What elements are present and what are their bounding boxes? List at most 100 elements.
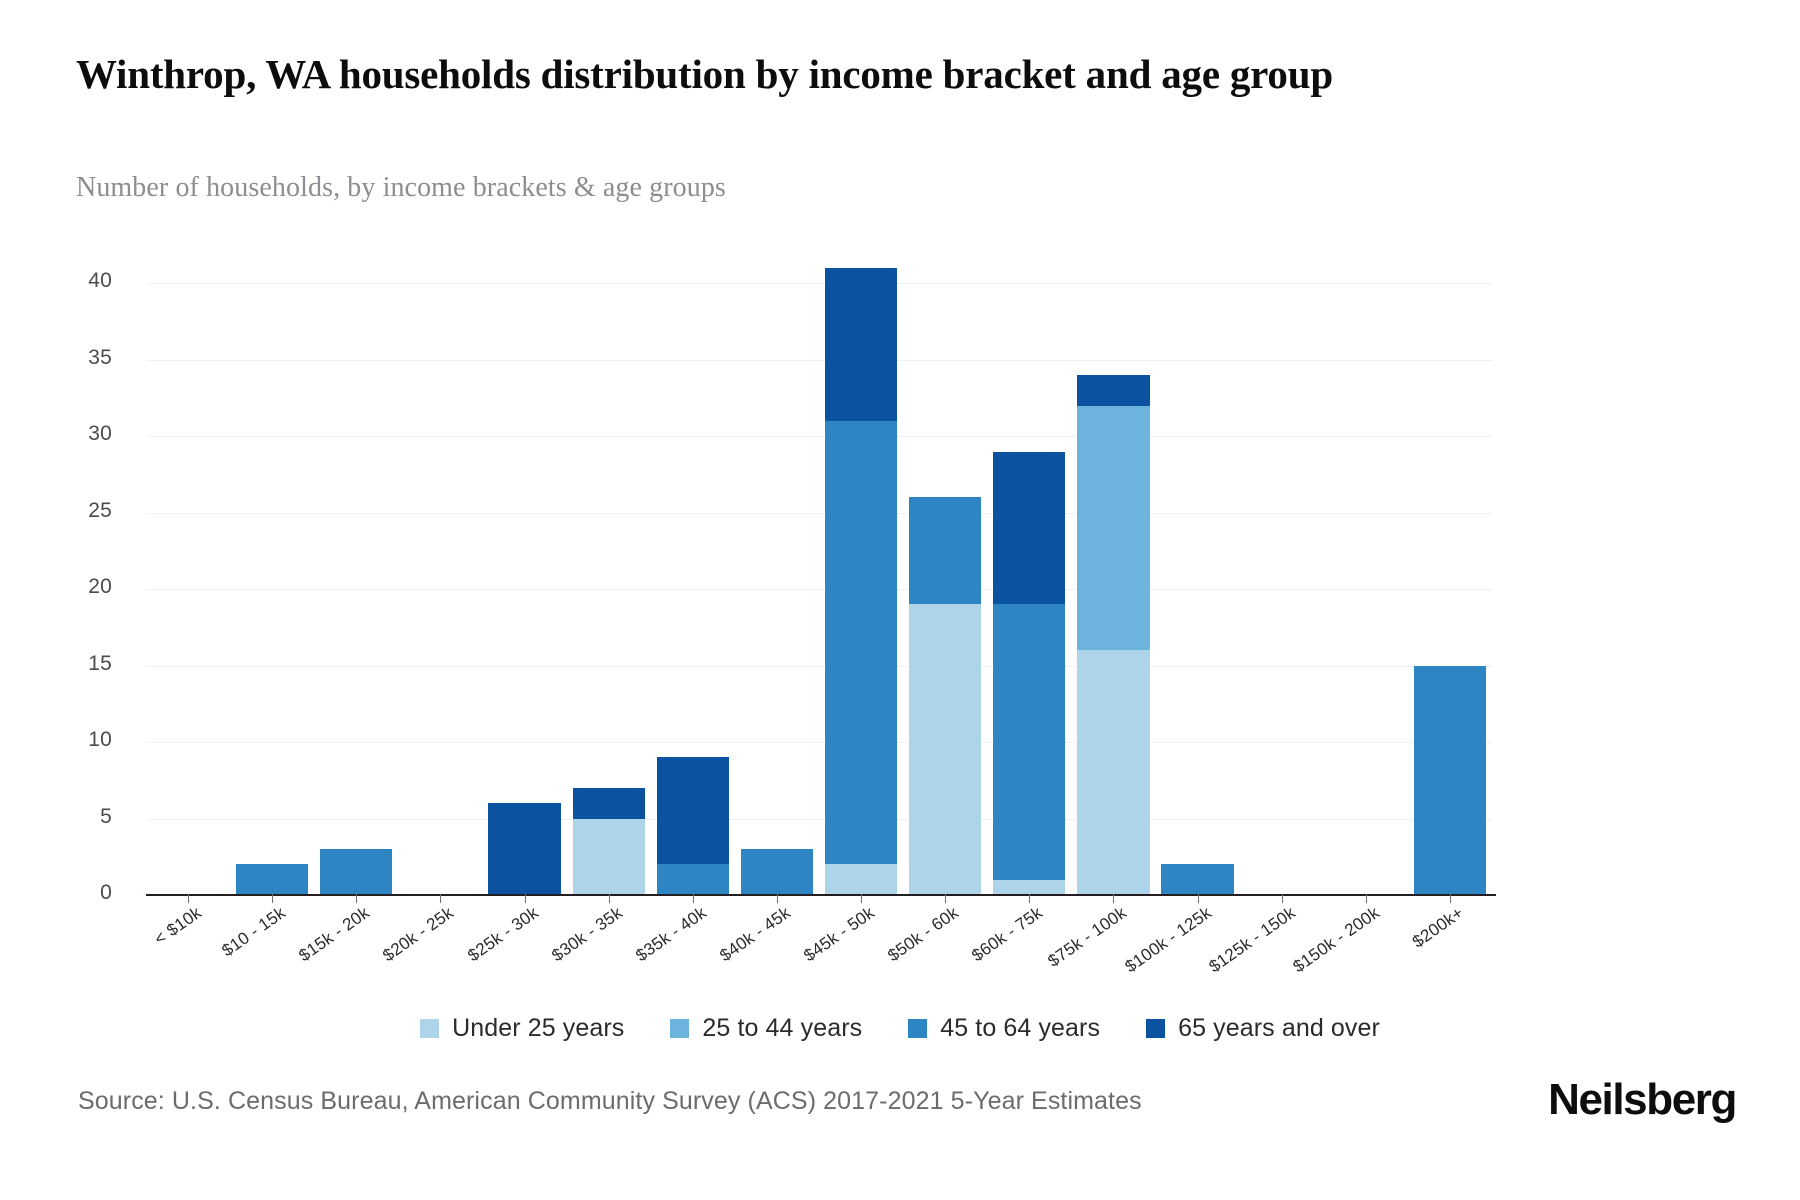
bar-group[interactable] <box>1413 268 1487 895</box>
x-axis-tick-label-text: $40k - 45k <box>716 903 794 966</box>
x-axis-line <box>146 894 1496 896</box>
y-axis-tick-label: 40 <box>88 269 112 293</box>
bar-segment[interactable] <box>993 604 1066 880</box>
plot-area <box>146 268 1492 895</box>
x-axis-tick <box>1113 894 1115 903</box>
bar-segment[interactable] <box>236 864 309 895</box>
x-axis-tick-label-text: $10 - 15k <box>218 903 290 961</box>
x-axis-tick-label-text: $60k - 75k <box>968 903 1047 966</box>
x-axis-tick <box>1449 894 1451 903</box>
bar-group[interactable] <box>488 268 561 895</box>
x-axis-tick <box>776 894 778 903</box>
gridline <box>146 436 1492 438</box>
y-axis-tick-label: 20 <box>88 575 112 599</box>
bar-segment[interactable] <box>824 420 898 865</box>
legend-swatch-icon <box>670 1019 690 1038</box>
bar-segment[interactable] <box>656 864 729 895</box>
legend-item[interactable]: 25 to 44 years <box>670 1014 862 1043</box>
bar-group[interactable] <box>909 268 982 895</box>
x-axis-tick <box>188 894 190 903</box>
bar-segment[interactable] <box>572 818 645 895</box>
y-axis-tick-label: 5 <box>100 804 112 828</box>
x-axis-tick <box>1029 894 1031 903</box>
x-axis-tick <box>1365 894 1367 903</box>
x-axis-tick-label-text: $25k - 30k <box>463 903 542 966</box>
bar-group[interactable] <box>152 268 224 895</box>
gridline <box>146 818 1492 820</box>
bar-group[interactable] <box>320 268 393 895</box>
x-axis-tick <box>608 894 610 903</box>
bar-segment[interactable] <box>572 787 645 819</box>
y-axis-tick-label: 0 <box>100 881 112 904</box>
gridline <box>146 283 1492 285</box>
legend-item[interactable]: Under 25 years <box>420 1014 624 1043</box>
bar-segment[interactable] <box>1413 665 1487 895</box>
x-axis-tick <box>272 894 274 903</box>
x-axis-tick-label-text: $35k - 40k <box>632 903 710 966</box>
chart-subtitle: Number of households, by income brackets… <box>76 172 726 203</box>
x-axis-tick <box>440 894 442 903</box>
y-axis-tick-label: 35 <box>88 345 112 369</box>
bar-group[interactable] <box>740 268 814 895</box>
bar-segment[interactable] <box>320 849 393 895</box>
legend-label: 45 to 64 years <box>940 1014 1101 1042</box>
bar-group[interactable] <box>824 268 898 895</box>
legend-swatch-icon <box>908 1019 928 1038</box>
bar-group[interactable] <box>1330 268 1402 895</box>
y-axis-tick-label: 15 <box>88 651 112 675</box>
x-axis-tick-label-text: $30k - 35k <box>548 903 626 966</box>
x-axis-tick <box>356 894 358 903</box>
bar-segment[interactable] <box>909 497 982 605</box>
bar-segment[interactable] <box>1077 405 1150 651</box>
bar-group[interactable] <box>1077 268 1150 895</box>
bar-group[interactable] <box>236 268 309 895</box>
bar-group[interactable] <box>1246 268 1318 895</box>
x-axis-tick-label-text: $20k - 25k <box>379 903 458 966</box>
bar-segment[interactable] <box>909 604 982 895</box>
source-note: Source: U.S. Census Bureau, American Com… <box>78 1087 1142 1115</box>
legend-swatch-icon <box>1146 1019 1166 1038</box>
x-axis-tick-label-text: $50k - 60k <box>884 903 963 966</box>
legend-label: 65 years and over <box>1178 1014 1380 1042</box>
x-axis-tick-label-text: $45k - 50k <box>800 903 878 966</box>
x-axis-tick <box>524 894 526 903</box>
y-axis-tick-label: 10 <box>88 728 112 752</box>
brand-logo: Neilsberg <box>1548 1075 1737 1124</box>
legend-label: Under 25 years <box>452 1014 625 1042</box>
gridline <box>146 665 1492 667</box>
bar-segment[interactable] <box>656 757 729 865</box>
bar-segment[interactable] <box>993 451 1066 605</box>
bar-segment[interactable] <box>1077 375 1150 406</box>
bar-group[interactable] <box>993 268 1066 895</box>
legend-label: 25 to 44 years <box>702 1014 863 1042</box>
bar-segment[interactable] <box>824 864 898 895</box>
bar-segment[interactable] <box>488 803 561 895</box>
bar-segment[interactable] <box>993 879 1066 895</box>
bar-group[interactable] <box>656 268 729 895</box>
chart-legend: Under 25 years 25 to 44 years 45 to 64 yea… <box>0 1014 1800 1043</box>
gridline <box>146 589 1492 591</box>
x-axis-tick-label-text: $15k - 20k <box>295 903 374 966</box>
x-axis-tick <box>945 894 947 903</box>
x-axis-tick-label-text: $200k+ <box>1408 903 1467 952</box>
bar-group[interactable] <box>572 268 645 895</box>
bar-group[interactable] <box>1161 268 1234 895</box>
page-title: Winthrop, WA households distribution by … <box>76 51 1333 97</box>
legend-item[interactable]: 45 to 64 years <box>908 1014 1100 1043</box>
x-axis-tick <box>1281 894 1283 903</box>
x-axis-tick <box>1197 894 1199 903</box>
x-axis-tick-label-text: < $10k <box>150 903 205 949</box>
y-axis-tick-label: 25 <box>88 498 112 522</box>
bar-segment[interactable] <box>740 849 814 895</box>
bar-segment[interactable] <box>1161 864 1234 895</box>
legend-item[interactable]: 65 years and over <box>1146 1014 1380 1043</box>
x-axis-tick-label-text: $75k - 100k <box>1044 903 1131 971</box>
bar-group[interactable] <box>404 268 476 895</box>
bar-segment[interactable] <box>1077 650 1150 895</box>
gridline <box>146 742 1492 744</box>
legend-swatch-icon <box>420 1019 440 1038</box>
bar-segment[interactable] <box>824 268 898 421</box>
x-axis-tick <box>861 894 863 903</box>
y-axis-tick-label: 30 <box>88 422 112 446</box>
gridline <box>146 359 1492 361</box>
